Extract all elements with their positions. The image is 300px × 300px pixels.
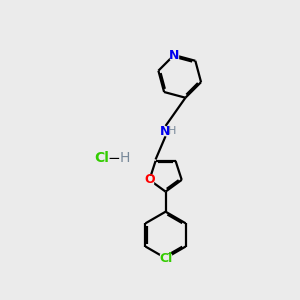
Text: H: H — [168, 126, 176, 136]
Text: N: N — [169, 49, 179, 62]
Text: N: N — [160, 124, 170, 137]
Bar — [160, 128, 171, 135]
Text: −: − — [107, 151, 120, 166]
Text: O: O — [144, 173, 155, 186]
Bar — [146, 176, 153, 184]
Bar — [170, 51, 178, 59]
Text: Cl: Cl — [94, 152, 109, 166]
Text: H: H — [120, 152, 130, 166]
Text: Cl: Cl — [159, 252, 172, 265]
Bar — [160, 254, 171, 262]
